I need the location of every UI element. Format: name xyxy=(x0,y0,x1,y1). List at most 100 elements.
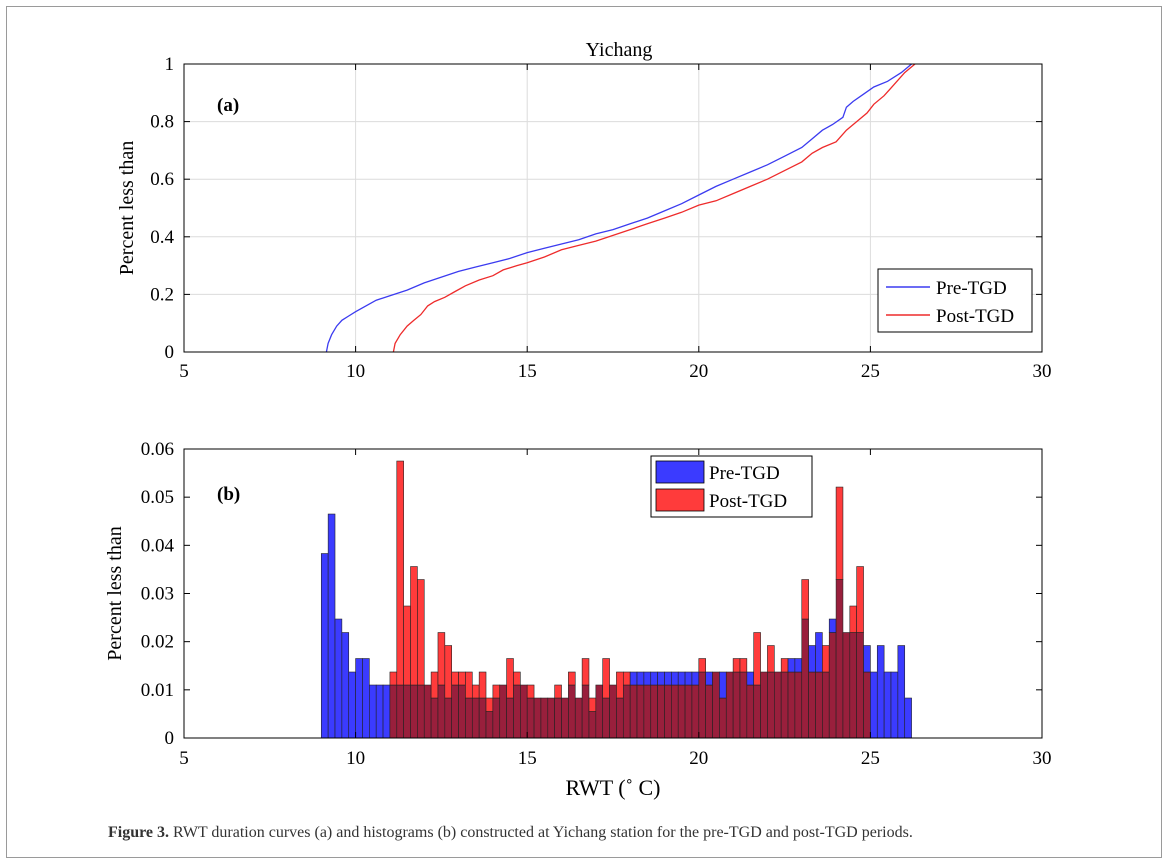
bar-pre-tgd xyxy=(691,671,700,686)
x-axis-label-b: RWT (˚ C) xyxy=(566,775,661,800)
x-tick-label: 15 xyxy=(518,748,537,769)
x-tick-label: 15 xyxy=(518,361,537,382)
x-tick-label: 10 xyxy=(346,748,365,769)
bar-overlap xyxy=(753,684,761,739)
bar-post-tgd xyxy=(822,645,830,673)
bar-overlap xyxy=(444,697,452,739)
bar-post-tgd xyxy=(396,460,404,686)
bar-overlap xyxy=(684,684,693,739)
series-line-post-tgd xyxy=(392,63,916,353)
bar-post-tgd xyxy=(471,684,480,699)
bar-overlap xyxy=(863,671,871,739)
bar-overlap xyxy=(403,684,411,739)
bar-pre-tgd xyxy=(341,632,350,739)
bar-post-tgd xyxy=(513,671,521,686)
bar-overlap xyxy=(746,684,755,739)
bar-overlap xyxy=(506,697,514,739)
x-tick-label: 30 xyxy=(1033,361,1052,382)
legend-label-pre-tgd: Pre-TGD xyxy=(709,463,780,484)
bar-post-tgd xyxy=(554,684,562,699)
bar-overlap xyxy=(801,618,809,739)
bar-post-tgd xyxy=(410,566,418,686)
panel-b-histogram: 5 10 15 20 25 30 0 0.01 0.02 0.03 0.04 0.05 0.06 Perc… xyxy=(104,439,1052,800)
bar-pre-tgd xyxy=(828,618,837,633)
bar-pre-tgd xyxy=(794,658,803,673)
bar-overlap xyxy=(437,684,446,739)
bar-pre-tgd xyxy=(320,553,329,739)
x-tick-label: 5 xyxy=(179,361,189,382)
bar-pre-tgd xyxy=(684,671,693,686)
chart-title: Yichang xyxy=(586,39,653,61)
bar-pre-tgd xyxy=(815,632,823,673)
bar-overlap xyxy=(389,684,398,739)
bar-pre-tgd xyxy=(382,684,391,739)
y-tick-label: 0.8 xyxy=(150,112,174,133)
bar-overlap xyxy=(622,684,631,739)
bar-overlap xyxy=(705,684,713,739)
bar-overlap xyxy=(609,684,617,739)
y-tick-label: 0.03 xyxy=(141,584,174,605)
panel-label-b: (b) xyxy=(217,484,240,505)
bar-post-tgd xyxy=(835,486,844,580)
bar-overlap xyxy=(719,697,727,739)
bar-overlap xyxy=(410,684,418,739)
bar-overlap xyxy=(561,697,569,739)
legend-swatch-post-tgd xyxy=(655,488,705,512)
bar-post-tgd xyxy=(801,579,809,620)
bar-overlap xyxy=(760,671,768,739)
bar-pre-tgd xyxy=(657,671,665,686)
bar-post-tgd xyxy=(465,671,473,699)
bar-overlap xyxy=(780,671,789,739)
bar-post-tgd xyxy=(753,632,761,686)
bar-overlap xyxy=(842,632,851,739)
bar-overlap xyxy=(478,697,487,739)
bar-pre-tgd xyxy=(787,658,796,673)
bar-pre-tgd xyxy=(643,671,652,686)
bar-overlap xyxy=(540,697,549,739)
bar-post-tgd xyxy=(767,645,775,673)
bar-overlap xyxy=(698,671,706,739)
bar-overlap xyxy=(664,684,672,739)
bar-overlap xyxy=(677,684,686,739)
bar-overlap xyxy=(396,684,404,739)
bar-overlap xyxy=(643,684,652,739)
legend-label-post-tgd: Post-TGD xyxy=(709,491,787,512)
bar-post-tgd xyxy=(856,566,864,633)
bar-pre-tgd xyxy=(897,645,906,739)
bar-pre-tgd xyxy=(863,645,871,673)
y-tick-label: 0 xyxy=(165,342,175,363)
bar-post-tgd xyxy=(451,671,459,686)
bar-overlap xyxy=(732,671,741,739)
bar-overlap xyxy=(458,684,466,739)
bar-overlap xyxy=(513,684,521,739)
bar-overlap xyxy=(636,684,645,739)
bar-pre-tgd xyxy=(629,671,638,686)
y-tick-label: 0.05 xyxy=(141,487,174,508)
x-tick-label: 20 xyxy=(689,361,708,382)
bar-post-tgd xyxy=(602,658,610,699)
bar-overlap xyxy=(417,684,425,739)
y-tick-label: 1 xyxy=(165,54,175,75)
legend-label-post-tgd: Post-TGD xyxy=(936,306,1014,327)
bar-pre-tgd xyxy=(348,671,356,739)
bar-pre-tgd xyxy=(904,697,912,739)
panel-a-duration-curves: 5 10 15 20 25 30 0 0.2 0.4 0.6 0.8 1 Yichang Percent … xyxy=(116,39,1052,382)
bar-post-tgd xyxy=(437,632,446,686)
bar-post-tgd xyxy=(526,684,535,699)
bar-post-tgd xyxy=(485,697,494,712)
bar-post-tgd xyxy=(732,658,741,673)
bar-overlap xyxy=(822,671,830,739)
bar-post-tgd xyxy=(403,605,411,686)
bar-overlap xyxy=(787,671,796,739)
bar-post-tgd xyxy=(739,658,748,673)
bar-overlap xyxy=(856,632,864,739)
bar-pre-tgd xyxy=(746,671,755,686)
bar-pre-tgd xyxy=(362,658,370,739)
bar-overlap xyxy=(471,697,480,739)
y-tick-label: 0.4 xyxy=(150,227,174,248)
bar-overlap xyxy=(828,632,837,739)
figure-caption: Figure 3. RWT duration curves (a) and hi… xyxy=(108,824,1148,842)
bar-overlap xyxy=(835,579,844,739)
bar-pre-tgd xyxy=(375,684,384,739)
x-tick-label: 5 xyxy=(179,748,189,769)
